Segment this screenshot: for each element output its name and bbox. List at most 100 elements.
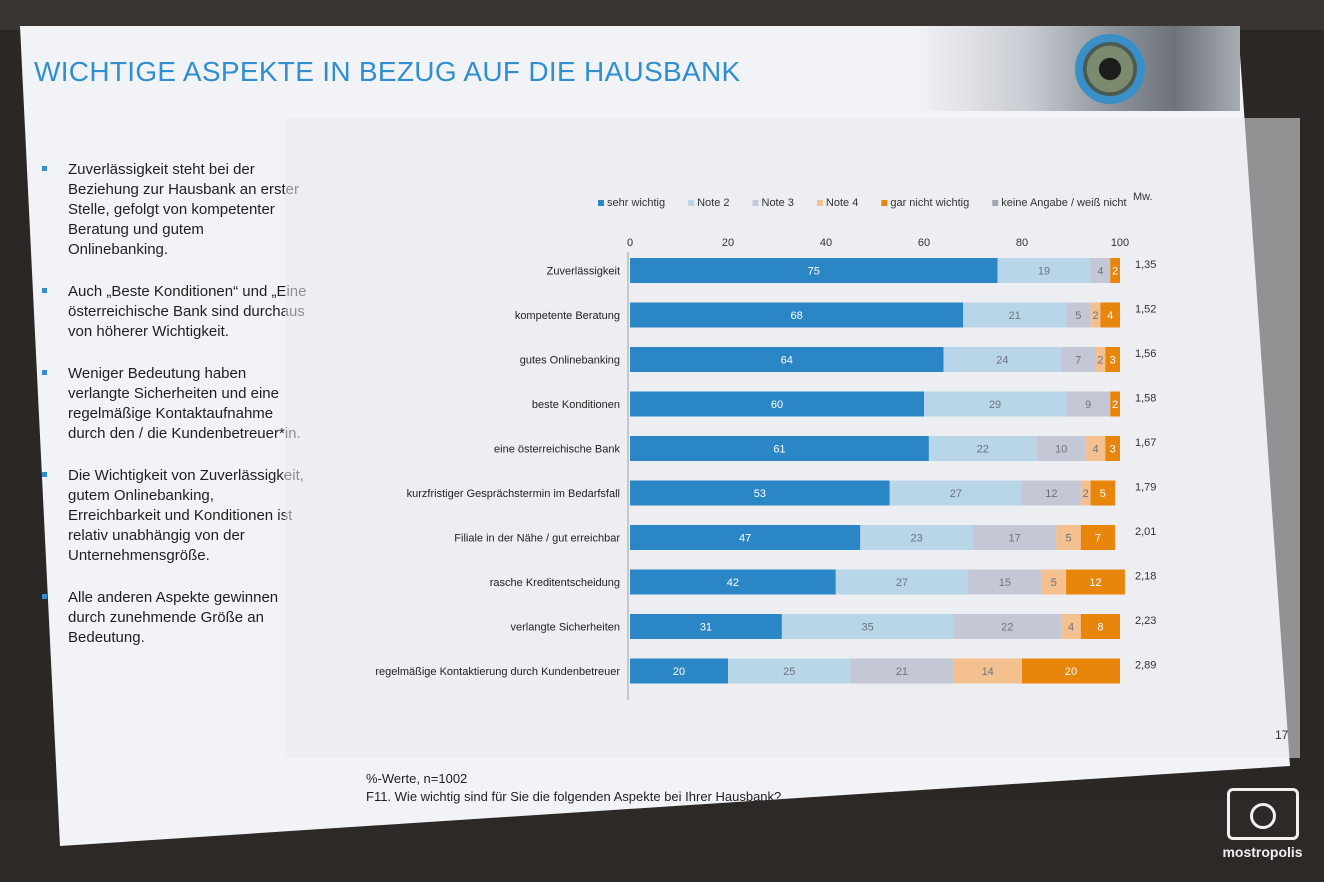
bar-segment <box>630 525 861 550</box>
page-number: 17 <box>1275 728 1289 742</box>
bar-segment <box>1036 436 1086 461</box>
x-tick-label: 100 <box>1111 237 1129 249</box>
watermark-text: mostropolis <box>1222 844 1303 860</box>
bar-segment <box>630 658 728 684</box>
bar-segment <box>1080 480 1091 506</box>
mean-value: 1,67 <box>1135 437 1156 449</box>
data-label: 24 <box>996 355 1008 367</box>
bar-segment <box>1095 347 1106 372</box>
eye-photo-icon <box>915 26 1240 111</box>
category-label: verlangte Sicherheiten <box>511 622 620 634</box>
data-label: 27 <box>896 577 908 589</box>
category-label: kompetente Beratung <box>515 310 620 322</box>
bar-segment <box>630 347 944 372</box>
x-tick-label: 40 <box>820 237 832 249</box>
data-label: 4 <box>1097 266 1103 278</box>
data-label: 5 <box>1100 488 1106 500</box>
data-label: 5 <box>1051 577 1057 589</box>
bar-segment <box>924 391 1067 417</box>
data-label: 7 <box>1095 533 1101 545</box>
category-label: gutes Onlinebanking <box>520 355 620 367</box>
bar-segment <box>1090 480 1116 506</box>
mean-value: 2,89 <box>1135 660 1156 672</box>
legend-swatch-5 <box>992 200 999 206</box>
data-label: 2 <box>1112 399 1118 411</box>
data-label: 47 <box>739 533 751 545</box>
footnote: %-Werte, n=1002 F11. Wie wichtig sind fü… <box>366 770 781 806</box>
bullet-square-icon <box>42 166 47 171</box>
bar-segment <box>997 258 1091 283</box>
data-label: 7 <box>1075 355 1081 367</box>
bar-segment <box>1080 525 1116 550</box>
data-label: 2 <box>1092 310 1098 322</box>
data-label: 29 <box>989 399 1001 411</box>
data-label: 15 <box>999 577 1011 589</box>
data-label: 61 <box>773 444 785 456</box>
category-label: kurzfristiger Gesprächstermin im Bedarfs… <box>407 488 620 500</box>
bar-segment <box>1041 569 1067 595</box>
legend-label-2: Note 3 <box>762 197 794 209</box>
data-label: 31 <box>700 622 712 634</box>
bullet-text: Die Wichtigkeit von Zuverlässigkeit, gut… <box>68 467 304 564</box>
data-label: 68 <box>790 310 802 322</box>
data-label: 20 <box>1065 666 1077 678</box>
data-label: 75 <box>808 266 820 278</box>
bar-segment <box>630 569 836 595</box>
data-label: 19 <box>1038 266 1050 278</box>
data-label: 22 <box>977 444 989 456</box>
data-label: 4 <box>1092 444 1098 456</box>
data-label: 17 <box>1009 533 1021 545</box>
mean-value: 2,01 <box>1135 526 1156 538</box>
bullet-item: Zuverlässigkeit steht bei der Beziehung … <box>38 160 308 260</box>
x-tick-label: 0 <box>627 237 633 249</box>
bar-segment <box>1066 569 1125 595</box>
x-tick-label: 80 <box>1016 237 1028 249</box>
lens-icon <box>1249 803 1276 829</box>
data-label: 2 <box>1097 355 1103 367</box>
data-label: 5 <box>1075 310 1081 322</box>
bullet-text: Weniger Bedeutung haben verlangte Sicher… <box>68 365 301 442</box>
data-label: 27 <box>950 488 962 500</box>
data-label: 23 <box>911 533 923 545</box>
bar-segment <box>630 614 782 639</box>
bar-segment <box>1100 302 1120 328</box>
legend-swatch-3 <box>816 200 823 206</box>
legend-label-5: keine Angabe / weiß nicht <box>1001 197 1126 209</box>
data-label: 12 <box>1089 577 1101 589</box>
category-label: rasche Kreditentscheidung <box>490 577 620 589</box>
data-label: 60 <box>771 399 783 411</box>
category-label: Filiale in der Nähe / gut erreichbar <box>454 533 620 545</box>
bar-segment <box>630 480 890 506</box>
bar-segment <box>781 614 954 639</box>
bullet-item: Die Wichtigkeit von Zuverlässigkeit, gut… <box>38 466 308 566</box>
bar-segment <box>1085 436 1106 461</box>
data-label: 21 <box>1009 310 1021 322</box>
bullet-square-icon <box>42 370 47 375</box>
data-label: 42 <box>727 577 739 589</box>
data-label: 21 <box>896 666 908 678</box>
data-label: 53 <box>754 488 766 500</box>
legend-swatch-2 <box>752 200 759 206</box>
watermark: mostropolis <box>1210 788 1315 868</box>
data-label: 12 <box>1045 488 1057 500</box>
data-label: 35 <box>862 622 874 634</box>
slide-title: WICHTIGE ASPEKTE IN BEZUG AUF DIE HAUSBA… <box>34 56 741 87</box>
data-label: 9 <box>1085 399 1091 411</box>
data-label: 2 <box>1112 266 1118 278</box>
category-label: Zuverlässigkeit <box>547 266 620 278</box>
category-label: eine österreichische Bank <box>494 444 620 456</box>
legend-label-0: sehr wichtig <box>607 197 665 209</box>
bullet-item: Alle anderen Aspekte gewinnen durch zune… <box>38 588 308 648</box>
bar-segment <box>1061 347 1096 372</box>
bar-segment <box>963 302 1067 328</box>
bar-segment <box>1066 302 1091 328</box>
bar-segment <box>1105 436 1120 461</box>
data-label: 4 <box>1068 622 1074 634</box>
mean-value: 1,79 <box>1135 482 1156 494</box>
bar-segment <box>1080 614 1120 639</box>
bar-segment <box>1110 258 1120 283</box>
bullet-item: Weniger Bedeutung haben verlangte Sicher… <box>38 364 308 444</box>
bar-segment <box>953 658 1022 684</box>
mean-value: 2,23 <box>1135 615 1156 627</box>
